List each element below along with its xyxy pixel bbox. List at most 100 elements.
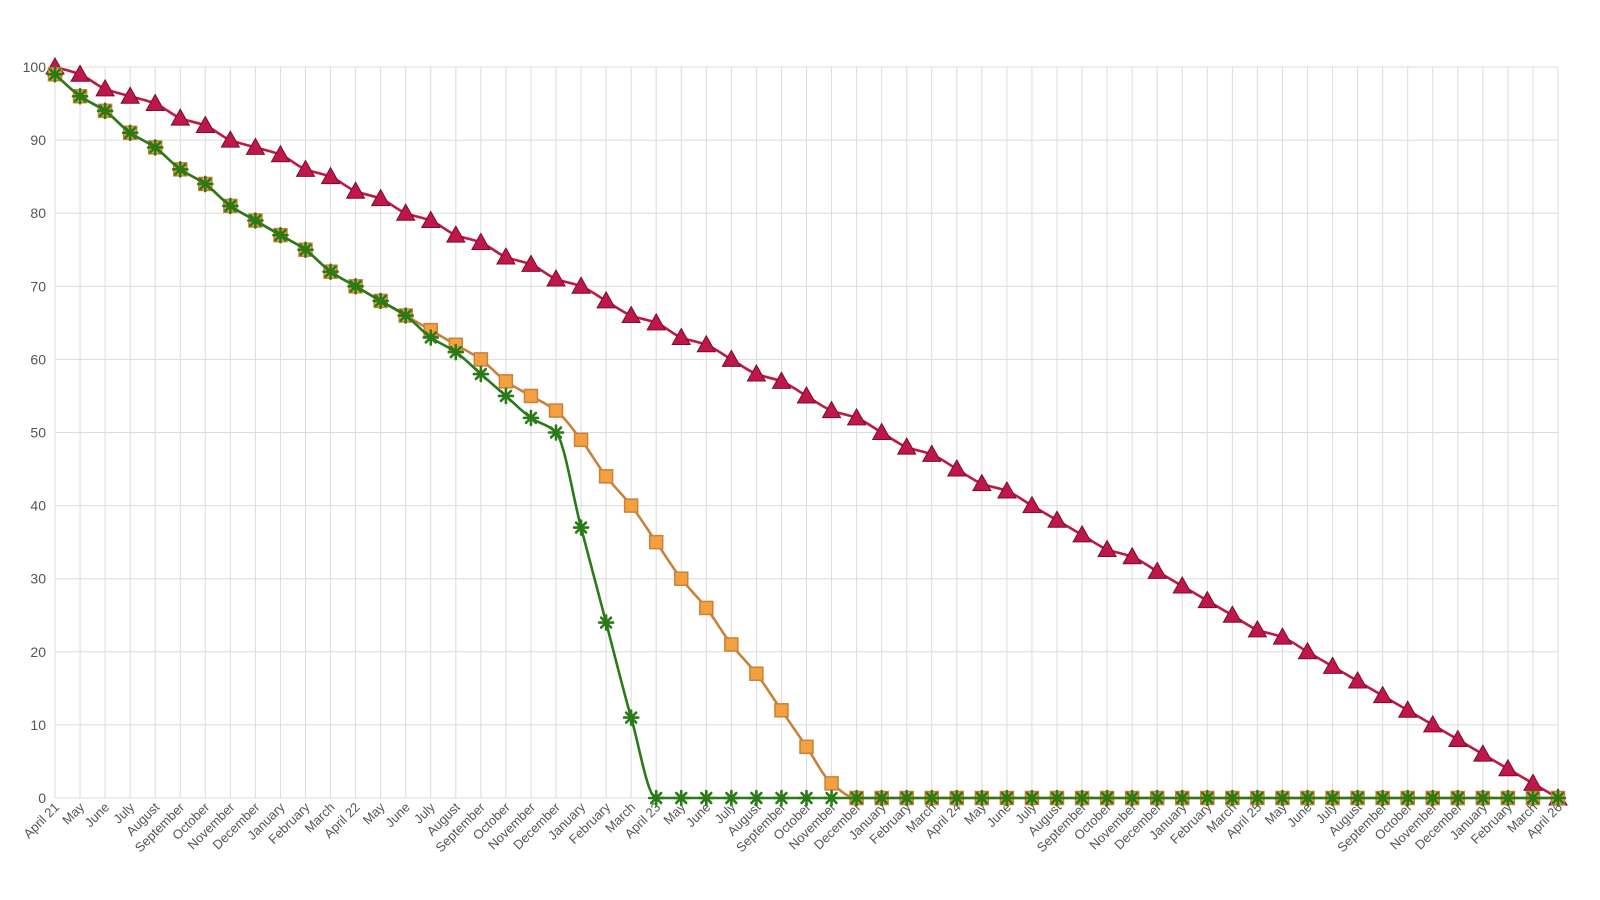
data-point-asterisk: [697, 789, 715, 807]
data-point-asterisk: [222, 197, 239, 215]
data-point-triangle: [696, 334, 717, 353]
data-point-asterisk: [773, 789, 790, 807]
data-point-triangle: [546, 268, 566, 287]
data-point-triangle: [496, 247, 516, 265]
data-point-triangle: [1047, 510, 1067, 528]
data-point-square: [774, 703, 789, 718]
data-point-asterisk: [572, 519, 590, 536]
data-point-asterisk: [96, 102, 114, 120]
y-tick-label: 40: [30, 498, 46, 514]
data-point-square: [473, 352, 489, 367]
data-point-asterisk: [297, 241, 314, 259]
data-point-triangle: [1097, 539, 1117, 557]
data-point-asterisk: [146, 139, 164, 156]
data-point-asterisk: [873, 789, 890, 807]
data-point-asterisk: [397, 307, 415, 324]
data-point-asterisk: [422, 329, 440, 346]
data-point-triangle: [220, 130, 241, 148]
data-point-asterisk: [171, 161, 189, 178]
data-point-triangle: [1172, 575, 1193, 594]
data-point-triangle: [1372, 685, 1393, 704]
y-tick-label: 70: [30, 278, 46, 294]
data-point-asterisk: [1098, 789, 1116, 807]
data-point-asterisk: [522, 409, 540, 427]
x-tick-label: May: [660, 799, 688, 827]
data-point-asterisk: [472, 365, 490, 383]
data-point-asterisk: [622, 709, 640, 726]
data-point-triangle: [1222, 605, 1243, 623]
data-point-triangle: [1347, 671, 1368, 689]
data-point-triangle: [596, 290, 616, 309]
data-point-square: [699, 600, 714, 616]
data-point-asterisk: [748, 789, 765, 807]
data-point-asterisk: [1424, 789, 1442, 807]
data-point-triangle: [997, 480, 1017, 499]
data-point-triangle: [971, 473, 992, 492]
data-point-asterisk: [1224, 789, 1241, 807]
data-point-triangle: [370, 188, 391, 207]
data-point-asterisk: [647, 789, 665, 807]
data-point-triangle: [320, 166, 341, 185]
data-point-triangle: [1397, 700, 1418, 718]
data-point-triangle: [1297, 641, 1318, 660]
data-point-asterisk: [547, 424, 565, 441]
data-point-asterisk: [1299, 789, 1316, 807]
data-point-triangle: [1523, 773, 1543, 791]
x-axis: April 21MayJuneJulyAugustSeptemberOctobe…: [20, 799, 1565, 855]
data-point-square: [674, 571, 689, 586]
data-point-asterisk: [1549, 789, 1567, 807]
data-point-asterisk: [46, 66, 64, 83]
data-point-asterisk: [1073, 789, 1091, 807]
data-point-triangle: [420, 210, 441, 229]
data-point-asterisk: [272, 226, 289, 244]
data-point-asterisk: [1474, 789, 1492, 807]
data-point-triangle: [470, 232, 491, 250]
data-point-asterisk: [597, 614, 615, 631]
data-point-triangle: [821, 400, 842, 419]
series-0: [45, 56, 1568, 806]
data-point-triangle: [921, 444, 942, 462]
data-point-asterisk: [1148, 789, 1166, 807]
data-point-triangle: [95, 78, 115, 97]
data-point-asterisk: [121, 124, 139, 142]
data-point-triangle: [621, 305, 642, 324]
data-point-square: [523, 388, 539, 404]
data-point-triangle: [1472, 744, 1493, 762]
data-point-asterisk: [1274, 789, 1291, 807]
data-point-asterisk: [447, 343, 465, 361]
series-group: [45, 56, 1568, 807]
data-point-square: [824, 776, 839, 791]
x-tick-label: June: [382, 800, 413, 831]
x-tick-label: May: [360, 799, 388, 827]
data-point-square: [623, 498, 639, 513]
x-tick-label: June: [82, 800, 113, 831]
y-tick-label: 60: [30, 351, 46, 367]
data-point-triangle: [671, 327, 692, 345]
data-point-square: [749, 666, 764, 681]
x-tick-label: May: [59, 799, 87, 827]
data-point-asterisk: [1023, 789, 1041, 807]
data-point-asterisk: [322, 263, 339, 280]
data-point-triangle: [345, 181, 366, 199]
data-point-triangle: [1447, 729, 1468, 748]
data-point-triangle: [445, 225, 466, 243]
data-point-asterisk: [1199, 789, 1216, 807]
series-2: [46, 66, 1567, 807]
data-point-asterisk: [1524, 789, 1542, 807]
data-point-triangle: [1122, 546, 1143, 565]
data-point-square: [573, 432, 589, 448]
data-point-asterisk: [197, 175, 214, 193]
data-point-triangle: [1072, 524, 1092, 543]
data-point-triangle: [170, 108, 191, 126]
data-point-square: [548, 403, 564, 418]
data-point-triangle: [521, 254, 541, 272]
data-point-triangle: [1247, 619, 1268, 638]
data-point-triangle: [571, 276, 591, 294]
data-point-asterisk: [723, 789, 740, 807]
data-point-triangle: [946, 459, 967, 477]
data-point-triangle: [1422, 714, 1443, 733]
data-point-triangle: [1498, 758, 1518, 777]
data-point-triangle: [796, 385, 817, 404]
y-tick-label: 50: [30, 425, 46, 441]
